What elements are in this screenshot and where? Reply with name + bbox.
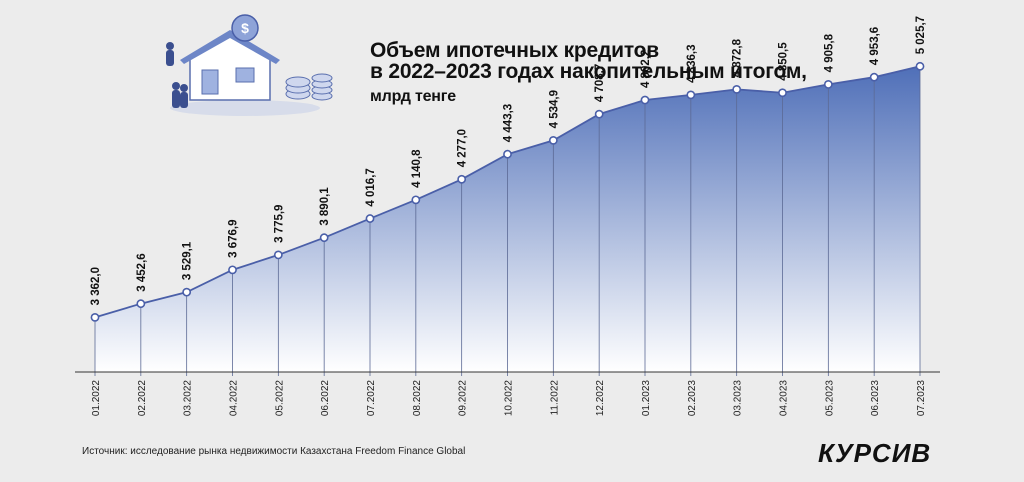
data-point bbox=[915, 61, 925, 71]
data-point bbox=[90, 312, 100, 322]
x-tick-label: 07.2023 bbox=[916, 380, 927, 417]
brand-logo: КУРСИВ bbox=[818, 438, 932, 468]
x-tick-label: 05.2023 bbox=[824, 380, 835, 417]
x-tick-label: 01.2022 bbox=[91, 380, 102, 417]
x-tick-label: 02.2022 bbox=[137, 380, 148, 417]
data-label: 4 534,9 bbox=[548, 90, 560, 128]
data-point bbox=[823, 79, 833, 89]
title-line-1: Объем ипотечных кредитов bbox=[370, 39, 659, 62]
data-label: 4 836,3 bbox=[686, 45, 698, 83]
data-point bbox=[411, 195, 421, 205]
x-tick-label: 07.2022 bbox=[366, 380, 377, 417]
data-point bbox=[182, 287, 192, 297]
chart-title: Объем ипотечных кредитов в 2022–2023 год… bbox=[370, 40, 807, 107]
house-coins-illustration: $ bbox=[166, 14, 333, 116]
data-label: 4 016,7 bbox=[365, 168, 377, 206]
data-point bbox=[594, 109, 604, 119]
data-point bbox=[228, 265, 237, 275]
data-point bbox=[457, 174, 467, 184]
data-label: 4 443,3 bbox=[503, 104, 515, 142]
x-tick-label: 08.2022 bbox=[412, 380, 423, 417]
data-label: 3 676,9 bbox=[228, 219, 240, 257]
svg-text:$: $ bbox=[241, 20, 249, 36]
x-tick-label: 09.2022 bbox=[458, 380, 469, 417]
data-label: 3 775,9 bbox=[273, 205, 285, 243]
x-tick-label: 05.2022 bbox=[274, 380, 285, 417]
data-label: 4 802,2 bbox=[640, 50, 652, 88]
data-point bbox=[778, 88, 787, 98]
x-tick-label: 04.2022 bbox=[229, 380, 240, 417]
x-tick-label: 10.2022 bbox=[504, 380, 515, 417]
data-point bbox=[365, 214, 375, 223]
data-label: 4 140,8 bbox=[411, 149, 423, 188]
data-label: 4 872,8 bbox=[732, 38, 744, 77]
data-label: 3 890,1 bbox=[319, 187, 331, 226]
data-point bbox=[548, 135, 558, 145]
data-label: 3 452,6 bbox=[136, 253, 148, 291]
data-point bbox=[273, 250, 283, 260]
x-tick-label: 06.2023 bbox=[870, 380, 881, 417]
data-label: 4 708,7 bbox=[594, 64, 606, 102]
data-point bbox=[319, 233, 329, 243]
x-tick-label: 06.2022 bbox=[320, 380, 331, 417]
data-label: 5 025,7 bbox=[915, 16, 927, 54]
x-tick-label: 11.2022 bbox=[549, 380, 560, 416]
x-tick-label: 12.2022 bbox=[595, 380, 606, 417]
data-point bbox=[686, 90, 696, 100]
x-tick-label: 03.2022 bbox=[183, 380, 194, 417]
data-point bbox=[640, 95, 650, 105]
data-label: 3 362,0 bbox=[90, 267, 102, 305]
data-point bbox=[503, 149, 512, 159]
x-tick-label: 01.2023 bbox=[641, 380, 652, 417]
data-point bbox=[136, 299, 146, 309]
data-point bbox=[869, 72, 879, 82]
data-point bbox=[732, 84, 742, 94]
data-label: 3 529,1 bbox=[182, 241, 194, 280]
data-label: 4 953,6 bbox=[869, 27, 881, 65]
data-label: 4 850,5 bbox=[778, 42, 790, 81]
x-tick-label: 03.2023 bbox=[733, 380, 744, 417]
unit-label: млрд тенге bbox=[370, 88, 456, 105]
x-tick-label: 02.2023 bbox=[687, 380, 698, 417]
source-note: Источник: исследование рынка недвижимост… bbox=[82, 446, 466, 457]
data-label: 4 277,0 bbox=[457, 129, 469, 167]
x-tick-label: 04.2023 bbox=[779, 380, 790, 417]
data-label: 4 905,8 bbox=[823, 33, 835, 72]
title-line-2: в 2022–2023 годах накопительным итогом, bbox=[370, 60, 807, 83]
